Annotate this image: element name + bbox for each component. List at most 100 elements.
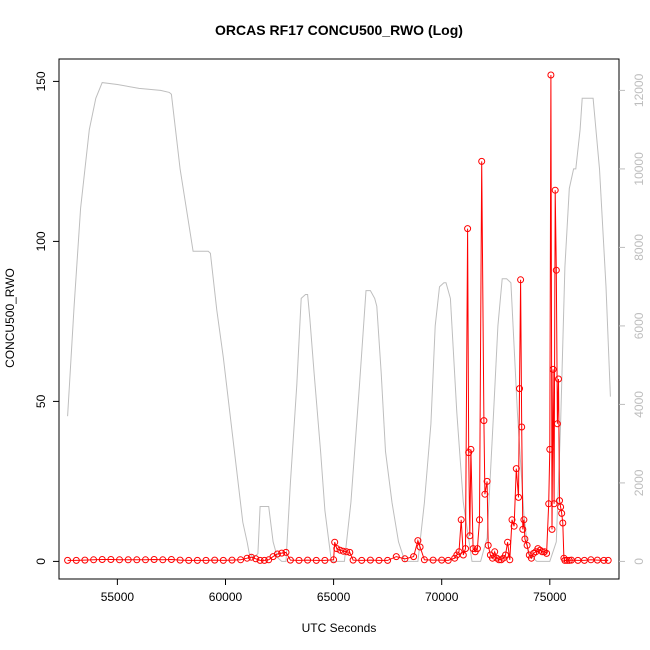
data-point [438,556,446,564]
y-tick-label: 100 [34,231,48,251]
data-point [237,556,245,564]
y-axis-right: 0 2000 4000 6000 8000 10000 12000 [619,73,646,565]
x-axis-label: UTC Seconds [302,621,377,635]
data-point [551,186,559,194]
data-point [520,516,528,524]
data-point [561,556,569,564]
data-point [150,556,158,563]
data-point [517,276,525,284]
data-point [346,548,354,556]
plot-frame [58,58,620,580]
data-point [556,497,563,505]
data-point [330,556,338,564]
data-point [516,385,523,393]
y-axis-left: 0 50 100 150 [34,71,59,565]
data-point [72,556,80,564]
data-point [540,548,548,556]
y2-tick-label: 8000 [632,234,646,261]
data-point [416,543,424,551]
data-point [349,556,357,564]
data-point [593,556,601,564]
data-point [464,225,472,233]
data-point [459,551,467,559]
y-tick-label: 50 [34,394,48,408]
data-point [467,445,475,453]
data-point [563,556,571,564]
data-point [107,556,115,563]
y2-tick-label: 4000 [632,391,646,418]
data-point [331,538,339,546]
data-point [295,556,303,564]
data-point [81,556,89,564]
data-point [521,535,529,543]
data-point [547,71,555,79]
data-point [545,500,553,508]
data-point [124,556,132,564]
data-point [133,556,141,564]
data-point [286,556,294,564]
data-point [567,556,575,564]
data-point [219,556,227,564]
data-point [495,556,503,564]
data-point [557,503,565,511]
data-point [343,548,351,556]
y2-tick-label: 6000 [632,312,646,339]
data-point [484,541,492,549]
data-point [247,553,255,561]
data-point [176,556,184,564]
y2-tick-label: 2000 [632,469,646,496]
data-point [523,541,531,549]
y-tick-label: 150 [34,71,48,91]
data-point [167,556,175,563]
data-point [478,157,486,165]
data-point [549,365,557,373]
data-point [580,556,588,564]
data-point [508,516,516,524]
y-axis-label: CONCU500_RWO [3,268,17,368]
data-point [553,420,561,428]
data-point [536,546,544,554]
data-point [483,477,491,485]
data-point [159,556,167,564]
y2-tick-label: 10000 [632,152,646,186]
data-point [142,556,149,564]
data-point [543,549,551,557]
data-point [462,545,469,553]
data-point [600,556,608,564]
data-point [587,556,595,564]
data-point [252,555,260,563]
data-point [518,423,526,431]
data-point [502,551,509,559]
data-point [512,465,520,473]
data-point [366,556,374,564]
data-point [392,553,400,561]
data-point [555,375,562,383]
data-point [420,556,428,564]
data-point [466,532,474,540]
data-point [559,519,567,527]
data-point [504,538,512,546]
data-point [480,417,488,425]
data-point [333,545,341,553]
data-point [457,516,465,524]
x-axis: 55000 60000 65000 70000 75000 [101,579,567,604]
data-point [510,522,518,530]
data-point [506,556,514,564]
data-point [546,445,554,453]
data-point [530,549,538,557]
series-layer [64,71,612,564]
data-point [211,556,219,564]
data-point [273,550,281,558]
x-tick-label: 75000 [533,590,567,604]
data-point [558,509,566,517]
data-point [116,556,123,564]
data-point [202,556,210,564]
data-point [481,490,489,498]
data-point [339,547,347,555]
data-point [336,546,344,554]
data-point [304,556,312,564]
data-point [312,556,320,564]
data-point [476,516,483,524]
data-point [497,556,505,564]
